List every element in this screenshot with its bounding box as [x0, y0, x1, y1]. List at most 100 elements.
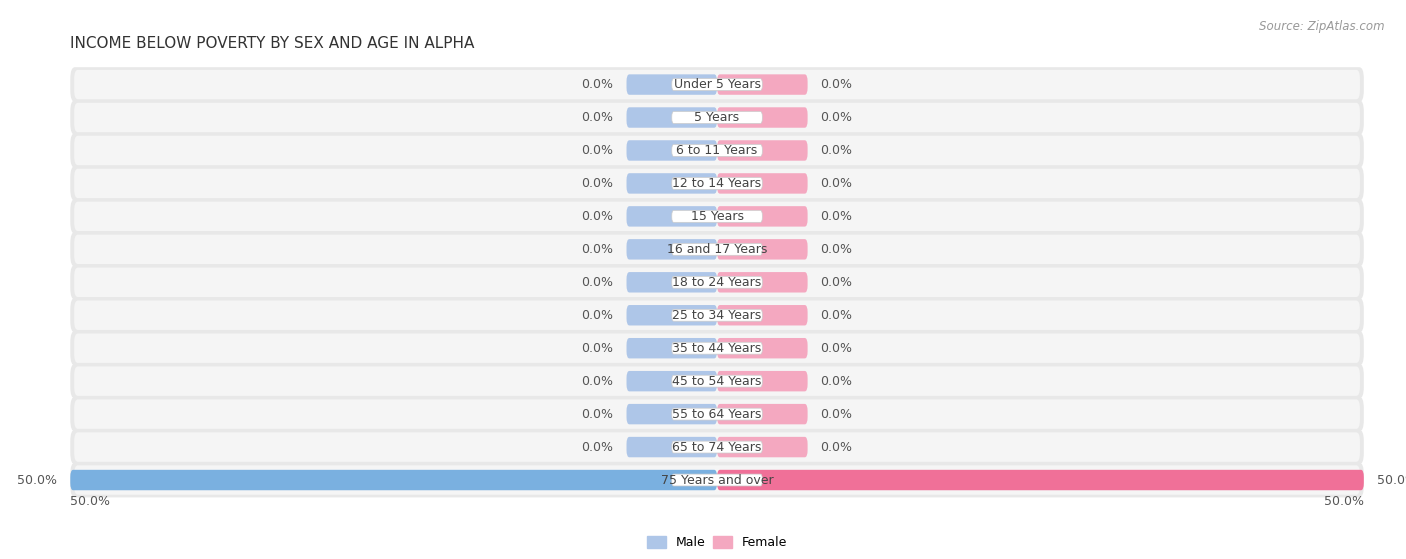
FancyBboxPatch shape: [75, 400, 1360, 429]
FancyBboxPatch shape: [717, 206, 807, 226]
Text: 12 to 14 Years: 12 to 14 Years: [672, 177, 762, 190]
FancyBboxPatch shape: [672, 276, 762, 288]
Text: 65 to 74 Years: 65 to 74 Years: [672, 440, 762, 453]
Text: 6 to 11 Years: 6 to 11 Years: [676, 144, 758, 157]
FancyBboxPatch shape: [717, 140, 807, 160]
FancyBboxPatch shape: [70, 470, 717, 490]
FancyBboxPatch shape: [627, 437, 717, 457]
FancyBboxPatch shape: [627, 107, 717, 127]
Text: 0.0%: 0.0%: [582, 375, 613, 387]
Text: 0.0%: 0.0%: [582, 177, 613, 190]
Text: 50.0%: 50.0%: [1376, 473, 1406, 486]
Text: 50.0%: 50.0%: [17, 473, 58, 486]
Text: 0.0%: 0.0%: [582, 276, 613, 289]
Text: 0.0%: 0.0%: [821, 408, 852, 420]
Text: 0.0%: 0.0%: [821, 78, 852, 91]
FancyBboxPatch shape: [672, 145, 762, 157]
FancyBboxPatch shape: [70, 364, 1364, 399]
Text: 0.0%: 0.0%: [821, 144, 852, 157]
FancyBboxPatch shape: [75, 268, 1360, 297]
FancyBboxPatch shape: [70, 298, 1364, 333]
Text: 0.0%: 0.0%: [821, 210, 852, 223]
FancyBboxPatch shape: [75, 334, 1360, 363]
FancyBboxPatch shape: [672, 408, 762, 420]
Text: 0.0%: 0.0%: [582, 408, 613, 420]
Text: 55 to 64 Years: 55 to 64 Years: [672, 408, 762, 420]
FancyBboxPatch shape: [75, 70, 1360, 100]
FancyBboxPatch shape: [70, 265, 1364, 300]
FancyBboxPatch shape: [75, 169, 1360, 198]
Text: INCOME BELOW POVERTY BY SEX AND AGE IN ALPHA: INCOME BELOW POVERTY BY SEX AND AGE IN A…: [70, 36, 475, 51]
Text: 25 to 34 Years: 25 to 34 Years: [672, 309, 762, 322]
FancyBboxPatch shape: [70, 133, 1364, 168]
Text: 0.0%: 0.0%: [582, 440, 613, 453]
FancyBboxPatch shape: [75, 301, 1360, 330]
FancyBboxPatch shape: [75, 432, 1360, 462]
Text: 0.0%: 0.0%: [582, 210, 613, 223]
Text: Source: ZipAtlas.com: Source: ZipAtlas.com: [1260, 20, 1385, 32]
Text: 15 Years: 15 Years: [690, 210, 744, 223]
FancyBboxPatch shape: [672, 309, 762, 321]
FancyBboxPatch shape: [70, 100, 1364, 135]
Text: 0.0%: 0.0%: [821, 177, 852, 190]
FancyBboxPatch shape: [70, 166, 1364, 201]
Text: 75 Years and over: 75 Years and over: [661, 473, 773, 486]
Text: 5 Years: 5 Years: [695, 111, 740, 124]
FancyBboxPatch shape: [672, 243, 762, 255]
Text: 0.0%: 0.0%: [821, 342, 852, 355]
Text: 16 and 17 Years: 16 and 17 Years: [666, 243, 768, 256]
FancyBboxPatch shape: [717, 74, 807, 95]
FancyBboxPatch shape: [717, 338, 807, 358]
Text: 0.0%: 0.0%: [821, 375, 852, 387]
FancyBboxPatch shape: [717, 239, 807, 259]
Legend: Male, Female: Male, Female: [643, 531, 792, 555]
FancyBboxPatch shape: [70, 463, 1364, 498]
FancyBboxPatch shape: [75, 136, 1360, 165]
FancyBboxPatch shape: [672, 210, 762, 222]
Text: 0.0%: 0.0%: [582, 78, 613, 91]
FancyBboxPatch shape: [627, 371, 717, 391]
FancyBboxPatch shape: [70, 430, 1364, 465]
FancyBboxPatch shape: [717, 437, 807, 457]
FancyBboxPatch shape: [70, 67, 1364, 102]
FancyBboxPatch shape: [627, 272, 717, 292]
Text: 0.0%: 0.0%: [821, 243, 852, 256]
FancyBboxPatch shape: [75, 202, 1360, 231]
FancyBboxPatch shape: [717, 305, 807, 325]
FancyBboxPatch shape: [717, 173, 807, 193]
FancyBboxPatch shape: [717, 404, 807, 424]
FancyBboxPatch shape: [717, 371, 807, 391]
Text: 18 to 24 Years: 18 to 24 Years: [672, 276, 762, 289]
FancyBboxPatch shape: [627, 74, 717, 95]
Text: 0.0%: 0.0%: [582, 342, 613, 355]
Text: 0.0%: 0.0%: [821, 111, 852, 124]
FancyBboxPatch shape: [75, 367, 1360, 396]
Text: 50.0%: 50.0%: [1324, 495, 1364, 508]
FancyBboxPatch shape: [75, 103, 1360, 132]
Text: 50.0%: 50.0%: [70, 495, 110, 508]
FancyBboxPatch shape: [627, 338, 717, 358]
FancyBboxPatch shape: [70, 199, 1364, 234]
FancyBboxPatch shape: [672, 112, 762, 124]
Text: 45 to 54 Years: 45 to 54 Years: [672, 375, 762, 387]
FancyBboxPatch shape: [717, 107, 807, 127]
Text: 0.0%: 0.0%: [821, 309, 852, 322]
FancyBboxPatch shape: [70, 331, 1364, 366]
FancyBboxPatch shape: [70, 397, 1364, 432]
FancyBboxPatch shape: [627, 404, 717, 424]
FancyBboxPatch shape: [70, 232, 1364, 267]
FancyBboxPatch shape: [672, 79, 762, 91]
FancyBboxPatch shape: [672, 441, 762, 453]
FancyBboxPatch shape: [627, 140, 717, 160]
FancyBboxPatch shape: [672, 342, 762, 354]
Text: 0.0%: 0.0%: [582, 309, 613, 322]
FancyBboxPatch shape: [627, 173, 717, 193]
Text: Under 5 Years: Under 5 Years: [673, 78, 761, 91]
FancyBboxPatch shape: [627, 305, 717, 325]
Text: 35 to 44 Years: 35 to 44 Years: [672, 342, 762, 355]
FancyBboxPatch shape: [717, 470, 1364, 490]
Text: 0.0%: 0.0%: [821, 440, 852, 453]
Text: 0.0%: 0.0%: [582, 111, 613, 124]
Text: 0.0%: 0.0%: [821, 276, 852, 289]
Text: 0.0%: 0.0%: [582, 144, 613, 157]
